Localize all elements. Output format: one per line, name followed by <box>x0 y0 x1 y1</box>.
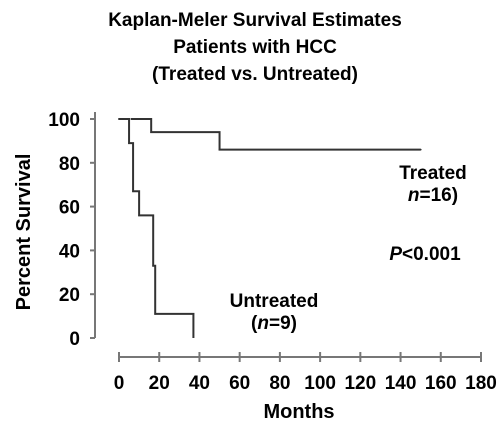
untreated-curve-outline <box>119 117 196 338</box>
untreated-label-n: (n=9) <box>251 313 297 334</box>
y-tick-label: 100 <box>48 110 80 131</box>
chart-title-line-1: Kaplan-Meler Survival Estimates <box>108 10 402 31</box>
untreated-point <box>150 214 153 217</box>
chart-title: Kaplan-Meler Survival Estimates Patients… <box>108 10 402 85</box>
x-tick-label: 80 <box>269 373 290 394</box>
x-tick-label: 160 <box>425 373 457 394</box>
untreated-point <box>154 313 157 315</box>
untreated-point <box>122 118 124 120</box>
y-axis-label: Percent Survival <box>13 154 35 311</box>
chart-title-line-3: (Treated vs. Untreated) <box>152 64 358 85</box>
untreated-label: Untreated (n=9) <box>230 291 319 334</box>
x-tick-label: 0 <box>114 373 125 394</box>
treated-point <box>150 131 153 134</box>
x-axis-label: Months <box>263 401 334 423</box>
survival-curves <box>118 117 422 338</box>
x-axis-ticks: 0 20 40 60 80 100 120 140 160 180 <box>114 352 497 394</box>
x-tick-label: 180 <box>465 373 497 394</box>
treated-point <box>419 148 422 151</box>
x-tick-label: 40 <box>189 373 210 394</box>
untreated-point <box>138 214 141 217</box>
y-axis-ticks: 0 20 40 60 80 100 <box>48 110 95 350</box>
x-tick-label: 20 <box>149 373 170 394</box>
untreated-point <box>118 118 120 120</box>
y-tick-label: 20 <box>59 285 80 306</box>
x-tick-label: 100 <box>304 373 336 394</box>
treated-curve <box>119 118 421 151</box>
treated-label-n: n=16) <box>408 185 458 206</box>
untreated-point <box>128 142 130 144</box>
x-tick-label: 140 <box>385 373 417 394</box>
untreated-point <box>152 264 155 267</box>
y-tick-label: 60 <box>59 198 80 219</box>
p-value-annotation: P<0.001 <box>389 244 461 265</box>
treated-label-name: Treated <box>399 163 467 184</box>
untreated-point <box>192 313 195 315</box>
y-tick-label: 80 <box>59 154 80 175</box>
treated-label: Treated n=16) <box>399 163 467 206</box>
x-tick-label: 60 <box>229 373 250 394</box>
chart-title-line-2: Patients with HCC <box>173 37 337 58</box>
treated-point <box>218 148 221 151</box>
untreated-point <box>132 190 134 193</box>
untreated-label-name: Untreated <box>230 291 319 312</box>
x-tick-label: 120 <box>344 373 376 394</box>
y-tick-label: 0 <box>69 329 80 350</box>
y-tick-label: 40 <box>59 241 80 262</box>
treated-curve-outline <box>119 117 421 152</box>
